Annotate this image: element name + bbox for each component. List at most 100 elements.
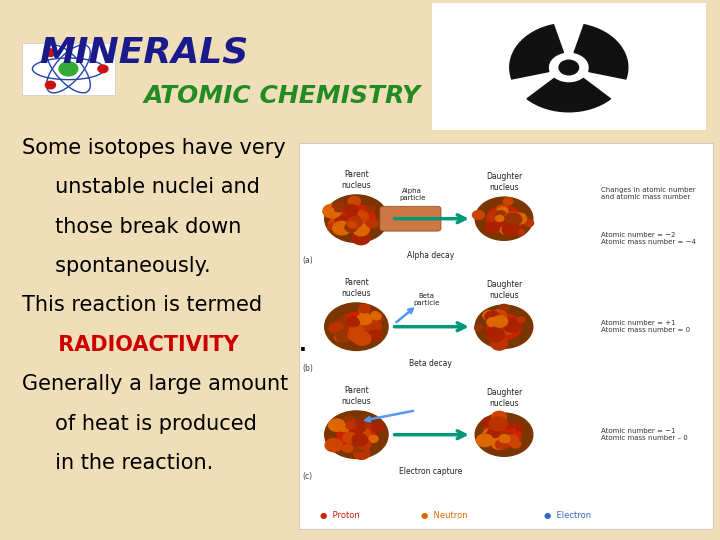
Circle shape — [492, 411, 507, 422]
Text: Beta decay: Beta decay — [409, 359, 451, 368]
Circle shape — [366, 205, 376, 212]
Circle shape — [45, 82, 55, 89]
Circle shape — [492, 316, 508, 327]
Circle shape — [334, 334, 345, 341]
Circle shape — [491, 424, 500, 431]
Circle shape — [475, 305, 533, 348]
Text: Daughter
nucleus: Daughter nucleus — [486, 280, 522, 300]
Circle shape — [489, 417, 508, 430]
Circle shape — [353, 224, 369, 236]
Circle shape — [343, 444, 353, 453]
Text: Alpha
particle: Alpha particle — [399, 188, 426, 201]
Text: Atomic number = −1
Atomic mass number – 0: Atomic number = −1 Atomic mass number – … — [601, 428, 688, 441]
Circle shape — [346, 214, 360, 225]
Circle shape — [503, 318, 521, 332]
Text: Some isotopes have very: Some isotopes have very — [22, 138, 285, 158]
Circle shape — [516, 424, 524, 431]
Circle shape — [487, 422, 521, 448]
Circle shape — [495, 321, 503, 327]
Text: Daughter
nucleus: Daughter nucleus — [486, 388, 522, 408]
Text: ●  Electron: ● Electron — [544, 511, 590, 520]
Text: ●  Neutron: ● Neutron — [421, 511, 468, 520]
Circle shape — [351, 335, 361, 342]
Circle shape — [359, 305, 370, 313]
Circle shape — [500, 226, 511, 234]
Circle shape — [492, 310, 507, 321]
Circle shape — [325, 195, 388, 242]
Wedge shape — [574, 25, 628, 79]
Circle shape — [344, 205, 358, 215]
Circle shape — [336, 216, 350, 227]
Circle shape — [325, 303, 388, 350]
Circle shape — [475, 413, 533, 456]
Circle shape — [510, 440, 521, 448]
Circle shape — [499, 435, 510, 443]
Circle shape — [474, 325, 483, 331]
Circle shape — [483, 310, 495, 320]
Circle shape — [505, 212, 520, 224]
Text: Atomic number = −2
Atomic mass number = −4: Atomic number = −2 Atomic mass number = … — [601, 232, 696, 245]
Text: (b): (b) — [302, 364, 313, 373]
Circle shape — [502, 319, 510, 324]
Circle shape — [351, 211, 369, 224]
Circle shape — [45, 49, 55, 56]
Circle shape — [329, 323, 343, 333]
Circle shape — [487, 318, 499, 327]
Circle shape — [487, 428, 501, 437]
Circle shape — [336, 318, 350, 328]
Text: Parent
nucleus: Parent nucleus — [341, 278, 372, 298]
Circle shape — [343, 433, 356, 443]
Circle shape — [328, 218, 343, 229]
Circle shape — [372, 423, 384, 433]
Circle shape — [492, 439, 505, 449]
Circle shape — [337, 421, 351, 431]
Circle shape — [503, 198, 513, 205]
Circle shape — [482, 429, 501, 443]
Circle shape — [496, 211, 505, 218]
Circle shape — [346, 422, 356, 429]
Circle shape — [496, 316, 505, 322]
Circle shape — [475, 197, 533, 240]
Text: (a): (a) — [302, 256, 313, 265]
Circle shape — [348, 421, 366, 434]
Text: ●  Proton: ● Proton — [320, 511, 360, 520]
Circle shape — [357, 313, 372, 325]
Circle shape — [510, 219, 524, 230]
FancyBboxPatch shape — [22, 43, 115, 94]
Text: unstable nuclei and: unstable nuclei and — [22, 177, 259, 197]
Circle shape — [354, 332, 371, 345]
Circle shape — [343, 420, 354, 428]
Circle shape — [483, 427, 492, 434]
Circle shape — [325, 411, 388, 458]
Text: MINERALS: MINERALS — [40, 35, 249, 69]
Circle shape — [348, 319, 359, 327]
Circle shape — [369, 330, 382, 340]
Circle shape — [497, 205, 508, 213]
Circle shape — [498, 217, 512, 227]
Circle shape — [498, 209, 514, 221]
Circle shape — [505, 435, 518, 445]
Text: Parent
nucleus: Parent nucleus — [341, 386, 372, 406]
Circle shape — [518, 230, 525, 235]
Circle shape — [372, 313, 382, 320]
Circle shape — [336, 330, 352, 342]
Circle shape — [323, 204, 341, 218]
Circle shape — [351, 441, 366, 452]
Wedge shape — [510, 25, 564, 79]
Circle shape — [347, 217, 362, 228]
Text: ATOMIC CHEMISTRY: ATOMIC CHEMISTRY — [144, 84, 421, 107]
Circle shape — [505, 328, 513, 334]
Text: Electron capture: Electron capture — [398, 467, 462, 476]
Circle shape — [486, 328, 505, 342]
Circle shape — [495, 440, 508, 449]
Circle shape — [325, 207, 334, 214]
Circle shape — [328, 419, 345, 431]
Text: Beta
particle: Beta particle — [413, 293, 440, 306]
Circle shape — [354, 447, 369, 460]
Circle shape — [485, 222, 500, 233]
Text: This reaction is termed: This reaction is termed — [22, 295, 262, 315]
Circle shape — [485, 311, 500, 322]
Circle shape — [325, 438, 343, 452]
Circle shape — [499, 433, 513, 444]
Circle shape — [338, 313, 375, 341]
